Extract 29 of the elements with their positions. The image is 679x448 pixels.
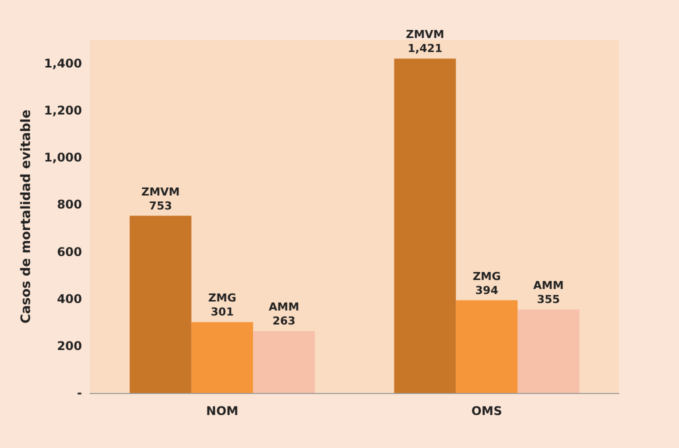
bar <box>394 58 456 393</box>
data-label: 301 <box>210 306 234 319</box>
x-tick-label: OMS <box>471 404 502 418</box>
data-label: 1,421 <box>408 42 442 56</box>
text: ZMVM <box>406 28 444 42</box>
data-label: 394 <box>475 284 499 297</box>
y-tick-label: 1,200 <box>44 104 82 118</box>
bar <box>518 309 580 393</box>
y-tick-label: 200 <box>56 338 82 353</box>
series-label: ZMG <box>208 292 236 305</box>
data-label: 753 <box>149 199 172 212</box>
bar <box>191 322 254 393</box>
y-axis-title: Casos de mortalidad evitable <box>19 109 34 324</box>
data-label: 263 <box>272 314 296 328</box>
y-tick-label: 800 <box>56 198 82 212</box>
series-label: AMM <box>268 300 300 314</box>
y-tick-label: 1,000 <box>44 150 82 165</box>
y-tick-label: - <box>77 386 82 400</box>
bar <box>130 216 192 393</box>
y-tick-label: 600 <box>56 244 82 259</box>
text: AMM <box>533 278 564 292</box>
series-label: ZMVM <box>141 185 180 198</box>
bar <box>456 300 518 393</box>
x-tick-label: NOM <box>206 404 238 418</box>
bar <box>253 331 315 393</box>
y-tick-label: 1,400 <box>44 56 82 71</box>
y-tick-label: 400 <box>56 292 82 306</box>
data-label: 355 <box>536 292 560 306</box>
text: ZMG <box>472 270 501 283</box>
